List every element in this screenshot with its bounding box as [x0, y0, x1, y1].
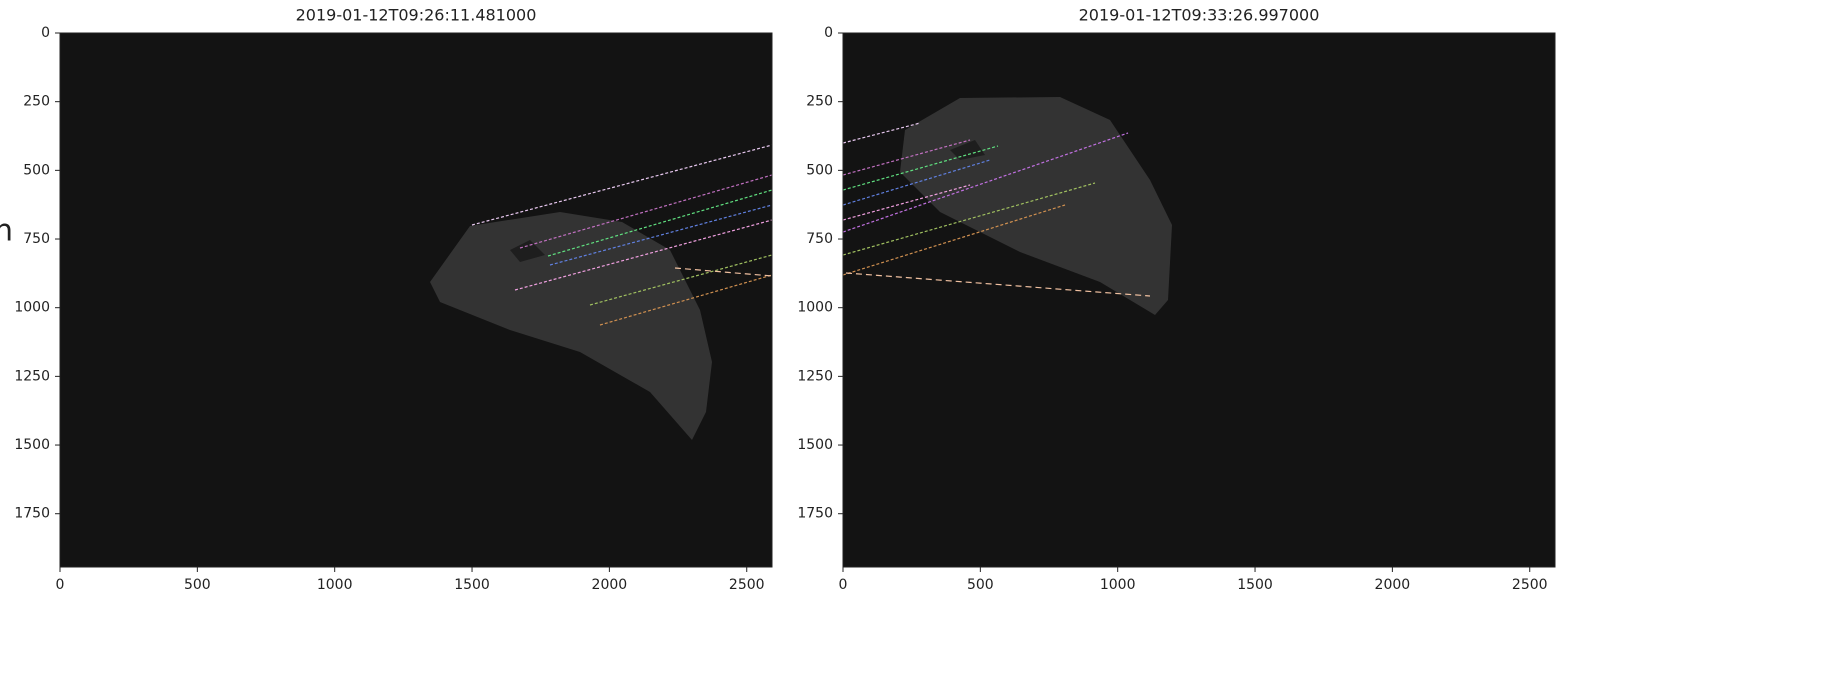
y-tick-label: 1250 [14, 368, 50, 384]
edge-text: n [0, 214, 13, 249]
x-tick-label: 0 [839, 577, 848, 593]
y-tick-label: 1000 [797, 300, 833, 316]
x-tick-label: 2500 [1512, 577, 1548, 593]
y-tick-label: 1500 [797, 437, 833, 453]
x-tick-label: 2500 [729, 577, 765, 593]
chart-title: 2019-01-12T09:33:26.997000 [1079, 6, 1320, 25]
y-tick-label: 1750 [797, 506, 833, 522]
figure: n 2019-01-12T09:26:11.481000 0 500 1000 1500… [0, 0, 1828, 690]
y-tick-label: 500 [806, 162, 833, 178]
x-tick-label: 1000 [1100, 577, 1136, 593]
chart-title: 2019-01-12T09:26:11.481000 [296, 6, 537, 25]
x-tick-label: 1500 [1237, 577, 1273, 593]
y-tick-label: 1000 [14, 300, 50, 316]
y-tick-label: 0 [824, 25, 833, 41]
y-tick-label: 0 [41, 25, 50, 41]
x-tick-label: 1500 [454, 577, 490, 593]
x-tick-label: 500 [967, 577, 994, 593]
x-tick-label: 500 [184, 577, 211, 593]
image [843, 33, 1555, 567]
y-tick-label: 250 [806, 94, 833, 110]
y-tick-label: 1250 [797, 368, 833, 384]
x-tick-label: 1000 [317, 577, 353, 593]
y-tick-label: 1500 [14, 437, 50, 453]
y-tick-label: 750 [23, 231, 50, 247]
x-tick-label: 2000 [1375, 577, 1411, 593]
y-tick-label: 750 [806, 231, 833, 247]
image [60, 33, 772, 567]
y-tick-label: 250 [23, 94, 50, 110]
y-tick-label: 1750 [14, 506, 50, 522]
x-tick-label: 2000 [592, 577, 628, 593]
x-tick-label: 0 [56, 577, 65, 593]
y-tick-label: 500 [23, 162, 50, 178]
